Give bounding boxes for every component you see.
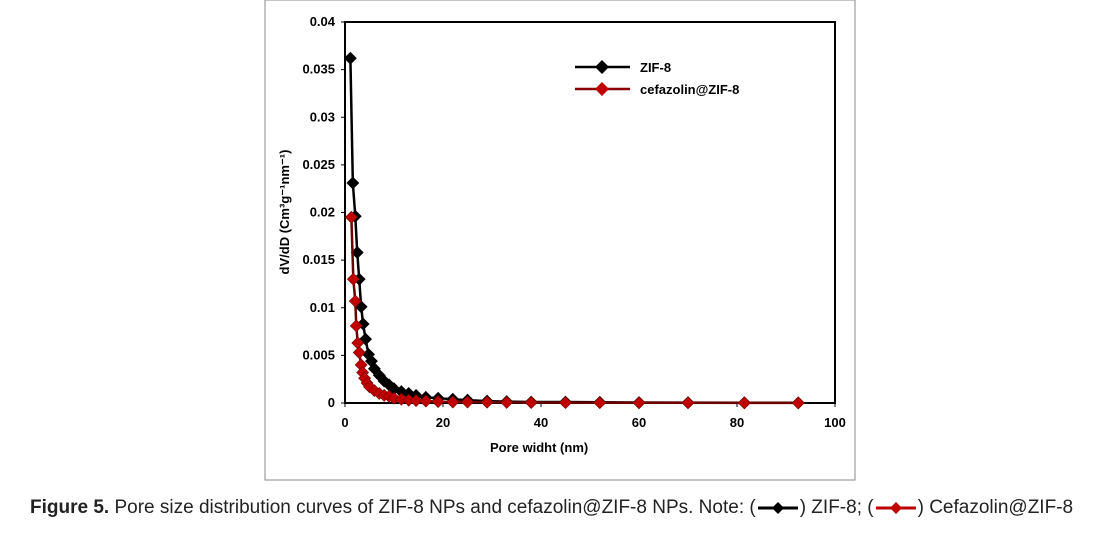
- plot-area: [344, 21, 836, 404]
- x-axis-label: Pore widht (nm): [490, 440, 588, 455]
- figure-caption: Figure 5. Pore size distribution curves …: [30, 492, 1100, 524]
- data-point: [348, 294, 362, 308]
- legend-marker: [595, 82, 609, 96]
- x-tick-label: 20: [436, 415, 450, 430]
- data-point: [346, 176, 360, 190]
- series-zif8: [343, 51, 805, 410]
- data-point: [791, 396, 805, 410]
- caption-note-1: ) ZIF-8; (: [799, 497, 874, 518]
- y-tick-label: 0.025: [302, 157, 335, 172]
- x-tick-label: 60: [632, 415, 646, 430]
- data-point: [681, 396, 695, 410]
- data-point: [593, 396, 607, 410]
- figure-frame: [264, 0, 856, 481]
- y-tick-label: 0.01: [310, 300, 335, 315]
- data-point: [352, 346, 366, 359]
- y-tick-label: 0: [328, 395, 335, 410]
- data-point: [559, 396, 572, 410]
- caption-label: Figure 5.: [30, 497, 110, 518]
- y-tick-label: 0.02: [310, 205, 335, 220]
- data-point: [346, 272, 360, 286]
- y-tick-label: 0.015: [302, 252, 335, 267]
- data-point: [356, 317, 370, 331]
- y-tick-label: 0.03: [310, 109, 335, 124]
- y-axis-label: dV/dD (Cm³g⁻¹nm⁻¹): [277, 150, 292, 275]
- x-tick-label: 100: [824, 415, 846, 430]
- series-line: [350, 217, 799, 405]
- data-point: [344, 210, 358, 224]
- data-point: [461, 395, 474, 409]
- data-point: [480, 395, 494, 409]
- y-tick-label: 0.035: [302, 62, 335, 77]
- pore-size-chart: 0 20 40 60 80 100 0 0.005 0.01 0.015 0.02 0.025 0.03…: [264, 0, 856, 481]
- data-point: [431, 395, 445, 408]
- legend-swatch-cefazolin-icon: [875, 501, 916, 514]
- data-point: [343, 51, 357, 65]
- legend-marker: [595, 60, 609, 74]
- series-cefazolin-zif8: [344, 210, 805, 410]
- data-point: [409, 394, 423, 408]
- x-tick-label: 80: [730, 415, 744, 430]
- data-point: [500, 396, 514, 409]
- caption-note-2: ) Cefazolin@ZIF-8: [917, 497, 1074, 518]
- legend-swatch-zif8-icon: [757, 501, 798, 514]
- x-tick-label: 0: [341, 415, 348, 430]
- y-tick-label: 0.005: [302, 347, 335, 362]
- series-line: [349, 58, 799, 405]
- y-tick-label: 0.04: [310, 14, 336, 29]
- data-point: [524, 396, 538, 409]
- legend-label: ZIF-8: [640, 60, 671, 75]
- data-point: [632, 396, 646, 410]
- legend-label: cefazolin@ZIF-8: [640, 82, 739, 97]
- data-point: [349, 319, 363, 333]
- caption-text: Pore size distribution curves of ZIF-8 N…: [114, 497, 756, 518]
- data-point: [419, 394, 433, 408]
- data-point: [446, 395, 460, 409]
- data-point: [737, 396, 751, 410]
- x-tick-label: 40: [534, 415, 548, 430]
